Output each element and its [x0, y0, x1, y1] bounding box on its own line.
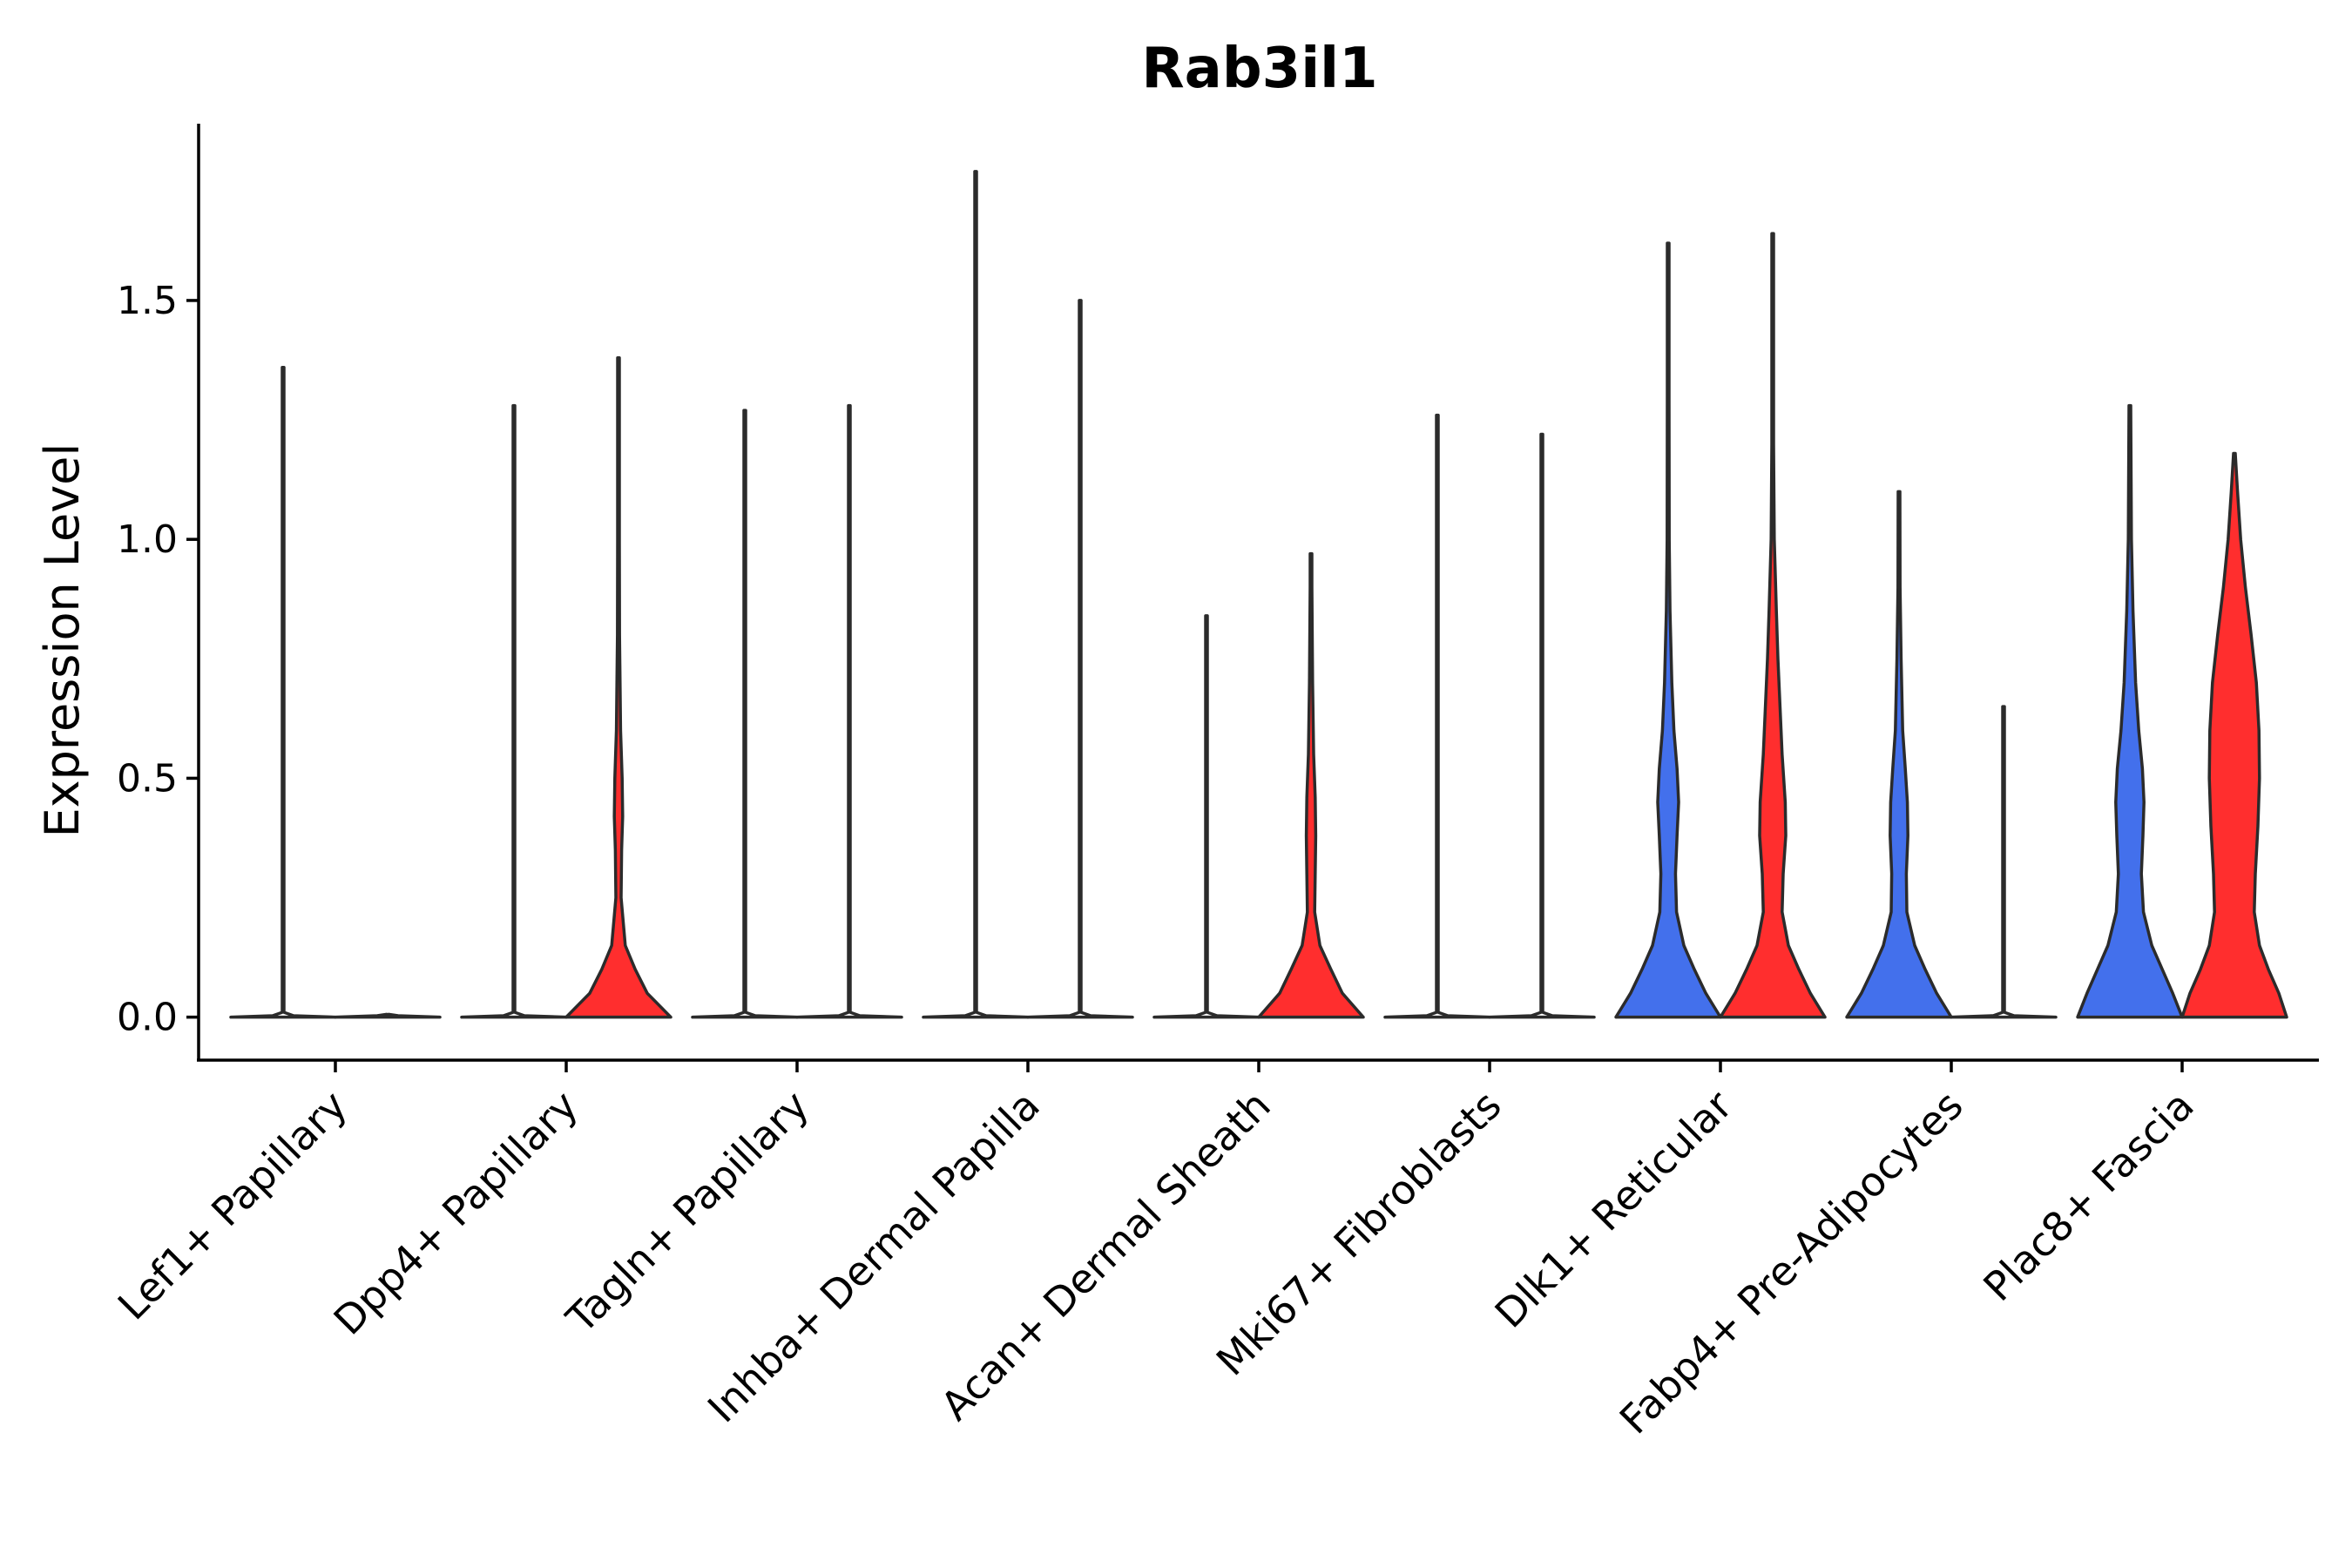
violin-left-7 — [1845, 490, 1953, 1019]
violin-left-2 — [691, 409, 799, 1019]
x-category-label: Plac8+ Fascia — [1974, 1082, 2202, 1310]
y-tick-label: 0.0 — [117, 996, 178, 1040]
violin-left-3 — [922, 170, 1030, 1019]
violin-right-1 — [564, 356, 672, 1019]
y-axis-label: Expression Level — [35, 443, 90, 838]
violin-right-6 — [1719, 232, 1827, 1019]
violin-right-3 — [1026, 299, 1134, 1019]
y-tick-label: 1.0 — [117, 517, 178, 562]
y-tick-label: 0.5 — [117, 756, 178, 801]
x-category-label: Lef1+ Papillary — [109, 1082, 356, 1329]
violin-right-4 — [1257, 551, 1365, 1019]
violin-left-0 — [229, 365, 337, 1019]
x-category-label: Dpp4+ Papillary — [325, 1082, 587, 1344]
violin-right-7 — [1950, 705, 2058, 1019]
violin-left-1 — [460, 403, 568, 1019]
violin-right-0 — [334, 1012, 442, 1019]
violins-group — [229, 170, 2288, 1019]
y-ticks-group: 0.0 0.5 1.0 1.5 — [117, 279, 199, 1040]
chart-title: Rab3il1 — [1141, 37, 1377, 101]
violin-left-4 — [1152, 614, 1260, 1019]
y-tick-label: 1.5 — [117, 279, 178, 323]
violin-left-6 — [1614, 241, 1722, 1019]
violin-right-5 — [1488, 432, 1596, 1019]
violin-left-8 — [2076, 403, 2184, 1019]
x-category-label: Tagln+ Papillary — [557, 1082, 818, 1343]
violin-right-2 — [795, 403, 903, 1019]
violin-right-8 — [2180, 451, 2288, 1019]
x-category-label: Dlk1+ Reticular — [1486, 1082, 1741, 1337]
violin-left-5 — [1383, 413, 1491, 1019]
